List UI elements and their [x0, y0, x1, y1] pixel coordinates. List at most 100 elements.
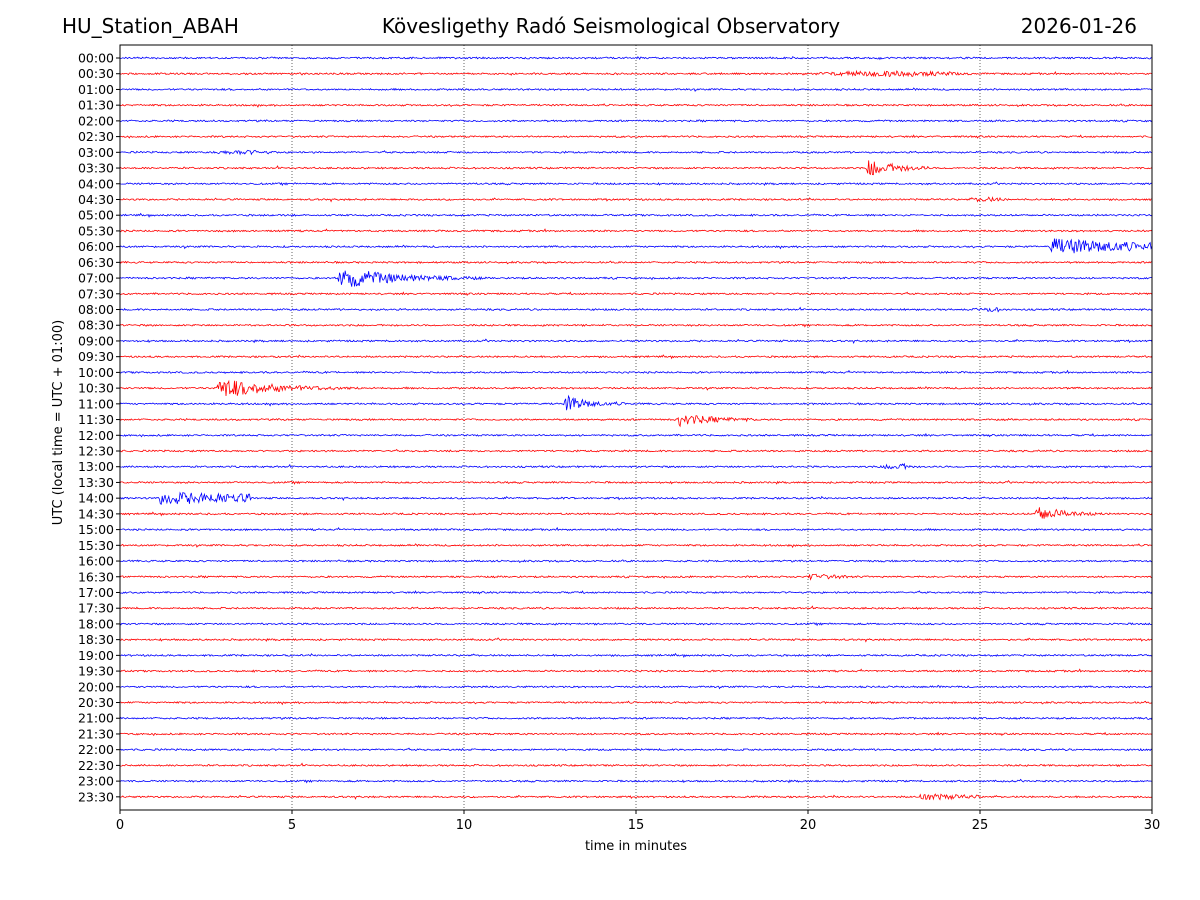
- y-tick-label: 21:30: [78, 726, 114, 741]
- trace-2000: [119, 684, 1153, 690]
- trace-0830: [119, 323, 1153, 328]
- trace-1230: [119, 448, 1153, 453]
- y-tick-label: 07:00: [78, 271, 114, 286]
- chart-title: Kövesligethy Radó Seismological Observat…: [381, 14, 841, 38]
- trace-1100: [119, 394, 1153, 411]
- trace-1830: [119, 637, 1153, 643]
- trace-2030: [119, 700, 1153, 706]
- y-tick-label: 06:30: [78, 255, 114, 270]
- vertical-grid: [291, 45, 981, 810]
- y-tick-label: 17:00: [78, 585, 114, 600]
- y-tick-label: 14:30: [78, 506, 114, 521]
- trace-group: [119, 56, 1153, 801]
- y-tick-label: 08:00: [78, 302, 114, 317]
- y-tick-label: 20:30: [78, 695, 114, 710]
- trace-1730: [119, 605, 1153, 610]
- x-tick-label: 5: [288, 818, 296, 833]
- y-tick-label: 13:00: [78, 459, 114, 474]
- y-axis: 00:0000:3001:0001:3002:0002:3003:0003:30…: [78, 51, 120, 804]
- trace-2130: [119, 731, 1153, 737]
- trace-0400: [119, 181, 1153, 187]
- trace-0800: [119, 306, 1153, 313]
- trace-2100: [119, 716, 1153, 720]
- x-tick-label: 10: [456, 818, 473, 833]
- y-tick-label: 01:00: [78, 82, 114, 97]
- trace-0030: [119, 69, 1153, 78]
- trace-1500: [119, 526, 1153, 532]
- trace-0500: [119, 212, 1153, 218]
- y-tick-label: 12:00: [78, 428, 114, 443]
- trace-0630: [119, 260, 1153, 265]
- y-tick-label: 05:30: [78, 223, 114, 238]
- y-tick-label: 08:30: [78, 318, 114, 333]
- y-tick-label: 11:30: [78, 412, 114, 427]
- trace-0300: [119, 149, 1153, 156]
- trace-1030: [119, 379, 1153, 397]
- y-tick-label: 23:30: [78, 789, 114, 804]
- y-tick-label: 00:30: [78, 66, 114, 81]
- trace-0600: [119, 238, 1153, 254]
- y-axis-label: UTC (local time = UTC + 01:00): [51, 320, 66, 525]
- y-tick-label: 05:00: [78, 208, 114, 223]
- trace-2200: [119, 747, 1153, 752]
- trace-2300: [119, 778, 1153, 784]
- y-tick-label: 23:00: [78, 774, 114, 789]
- y-tick-label: 01:30: [78, 98, 114, 113]
- y-tick-label: 14:00: [78, 491, 114, 506]
- x-tick-label: 20: [800, 818, 817, 833]
- y-tick-label: 09:30: [78, 349, 114, 364]
- trace-0000: [119, 56, 1153, 61]
- trace-1430: [119, 507, 1153, 519]
- y-tick-label: 21:00: [78, 711, 114, 726]
- x-axis-label: time in minutes: [585, 839, 687, 854]
- y-tick-label: 16:00: [78, 554, 114, 569]
- y-tick-label: 10:00: [78, 365, 114, 380]
- y-tick-label: 00:00: [78, 51, 114, 66]
- trace-1000: [119, 369, 1153, 375]
- y-tick-label: 15:30: [78, 538, 114, 553]
- trace-0900: [119, 338, 1153, 344]
- y-tick-label: 16:30: [78, 569, 114, 584]
- trace-1630: [119, 573, 1153, 581]
- y-tick-label: 02:30: [78, 129, 114, 144]
- x-axis: 0 5 10 15 20 25 30: [116, 810, 1160, 833]
- trace-0430: [119, 196, 1153, 203]
- trace-0330: [119, 160, 1153, 176]
- y-tick-label: 13:30: [78, 475, 114, 490]
- x-tick-label: 30: [1144, 818, 1161, 833]
- station-title: HU_Station_ABAH: [62, 14, 239, 38]
- y-tick-label: 18:00: [78, 616, 114, 631]
- trace-1130: [119, 415, 1153, 428]
- y-tick-label: 03:00: [78, 145, 114, 160]
- trace-0230: [119, 134, 1153, 139]
- y-tick-label: 17:30: [78, 601, 114, 616]
- y-tick-label: 06:00: [78, 239, 114, 254]
- y-tick-label: 11:00: [78, 396, 114, 411]
- trace-0730: [119, 291, 1153, 296]
- trace-0200: [119, 119, 1153, 123]
- y-tick-label: 19:30: [78, 664, 114, 679]
- trace-0530: [119, 228, 1153, 233]
- y-tick-label: 04:30: [78, 192, 114, 207]
- trace-0130: [119, 103, 1153, 108]
- y-tick-label: 15:00: [78, 522, 114, 537]
- date-title: 2026-01-26: [1020, 14, 1137, 38]
- y-tick-label: 10:30: [78, 381, 114, 396]
- trace-1300: [119, 462, 1153, 471]
- trace-1930: [119, 668, 1153, 673]
- trace-0930: [119, 354, 1153, 360]
- trace-1530: [119, 543, 1153, 549]
- trace-1800: [119, 622, 1153, 627]
- trace-1330: [119, 480, 1153, 485]
- y-tick-label: 02:00: [78, 113, 114, 128]
- trace-0700: [119, 270, 1153, 287]
- x-tick-label: 0: [116, 818, 124, 833]
- trace-2230: [119, 762, 1153, 768]
- trace-1400: [119, 491, 1153, 505]
- y-tick-label: 04:00: [78, 176, 114, 191]
- x-tick-label: 25: [972, 818, 989, 833]
- y-tick-label: 09:00: [78, 333, 114, 348]
- trace-1200: [119, 432, 1153, 438]
- trace-1600: [119, 559, 1153, 563]
